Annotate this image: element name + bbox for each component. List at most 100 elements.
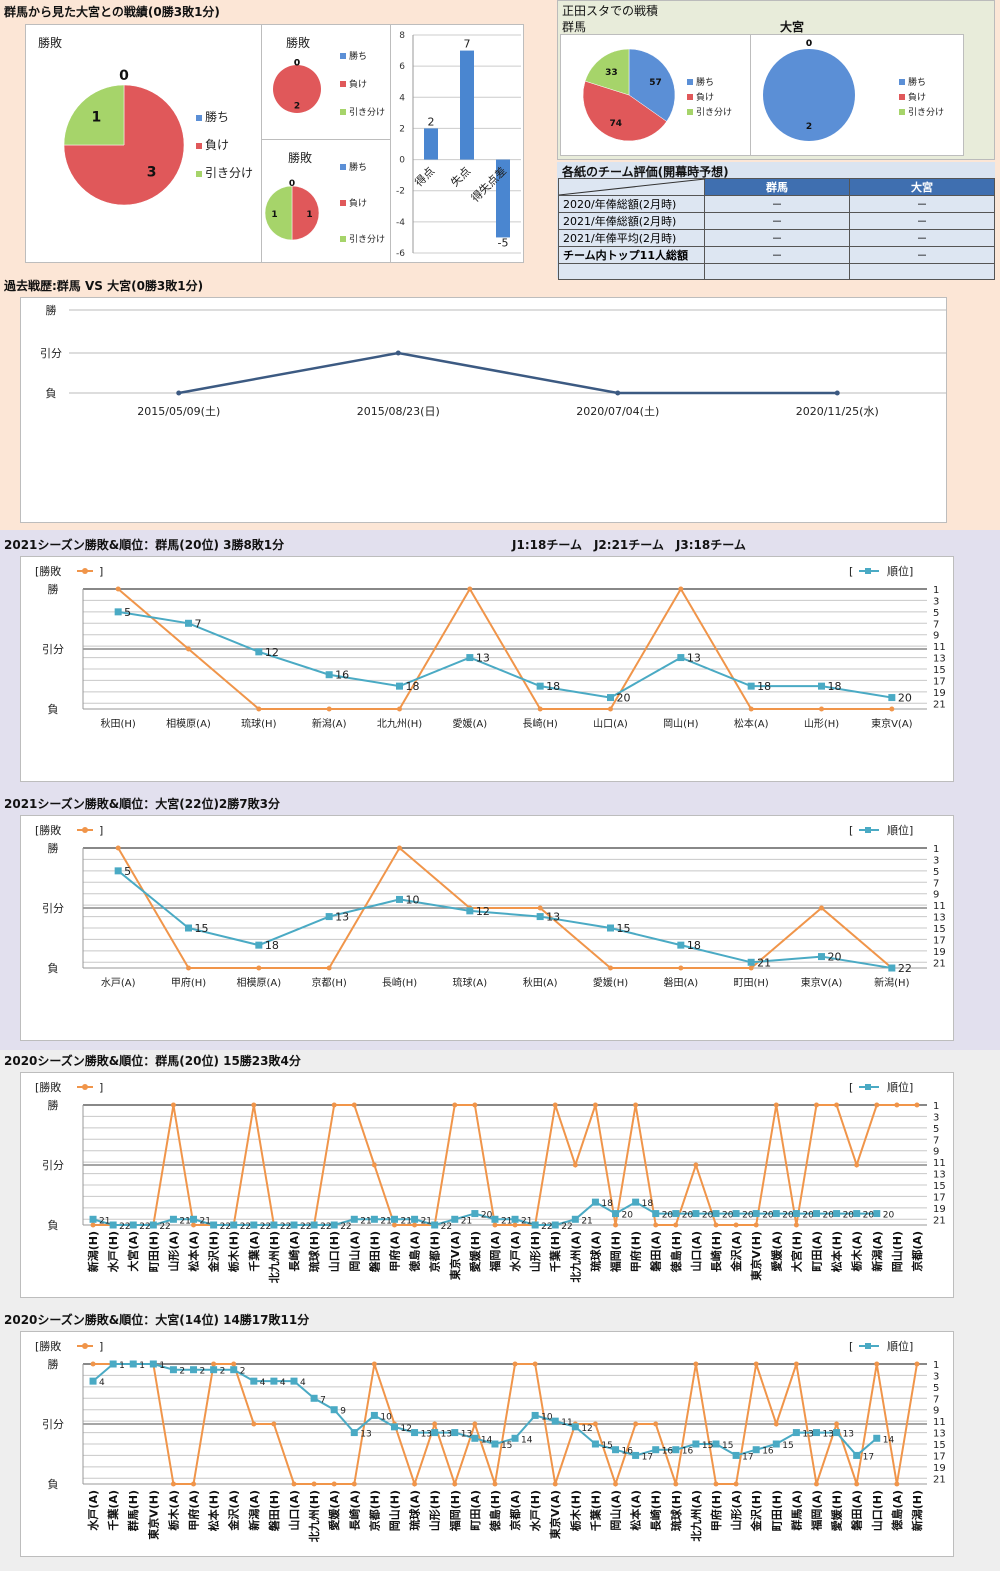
x-tick-label: 大宮(H): [789, 1231, 803, 1272]
rank-data-label: 13: [822, 1430, 833, 1440]
bar-得失点差: [496, 159, 510, 238]
x-tick-label: 町田(H): [147, 1231, 160, 1272]
result-point: [90, 1361, 96, 1367]
rank-tick-label: 3: [933, 1112, 939, 1123]
x-tick-label: 金沢(H): [207, 1231, 221, 1273]
y-label: 勝: [48, 582, 59, 596]
rank-point: [290, 1221, 298, 1229]
rank-data-label: 13: [687, 652, 701, 665]
pie-data-label: 0: [806, 39, 812, 49]
rank-point: [677, 941, 685, 949]
result-point: [467, 586, 473, 592]
x-tick-label: 栃木(A): [166, 1490, 180, 1531]
rank-data-label: 4: [280, 1378, 286, 1388]
rank-tick-label: 19: [933, 1204, 946, 1215]
cell-value: [704, 263, 850, 280]
result-point: [251, 1102, 257, 1108]
legend-result-label: [勝敗: [35, 564, 61, 578]
legend-bracket: ]: [99, 1340, 103, 1353]
legend-swatch-負け: [899, 94, 905, 100]
x-tick-label: 相模原(A): [237, 976, 282, 989]
rank-tick-label: 21: [933, 1215, 946, 1226]
rank-data-label: 22: [898, 962, 912, 975]
x-tick-label: 松本(A): [187, 1231, 201, 1272]
result-point: [773, 1421, 779, 1427]
y-tick-label: 4: [399, 93, 405, 103]
x-tick-label: 水戸(H): [528, 1490, 542, 1531]
x-tick-label: 山口(A): [287, 1490, 301, 1531]
rank-data-label: 22: [320, 1222, 331, 1232]
result-point: [512, 1222, 518, 1228]
rank-tick-label: 21: [933, 699, 946, 710]
rank-point: [591, 1198, 599, 1206]
rank-point: [325, 671, 333, 679]
rank-data-label: 20: [762, 1211, 774, 1221]
x-tick-label: 東京V(A): [801, 976, 843, 989]
rank-point: [652, 1210, 660, 1218]
rank-point: [210, 1221, 218, 1229]
rank-point: [270, 1377, 278, 1385]
x-tick-label: 北九州(H): [377, 718, 422, 730]
result-point: [834, 1102, 840, 1108]
bar-data-label: -5: [498, 236, 509, 249]
legend-label: 負け: [349, 197, 367, 209]
result-point: [552, 1481, 558, 1487]
legend-label: 引き分け: [205, 166, 253, 180]
rank-point: [607, 924, 614, 932]
legend-label: 勝ち: [205, 109, 229, 124]
x-tick-label: 磐田(H): [267, 1490, 281, 1531]
rank-data-label: 13: [421, 1430, 432, 1440]
legend-result-label: [勝敗: [35, 823, 61, 837]
rank-point: [818, 682, 825, 690]
rank-point: [712, 1440, 720, 1448]
line-chart-2021-gunma: [勝敗][順位]13579111315171921勝引分負57121618131…: [35, 564, 946, 730]
rank-point: [531, 1221, 539, 1229]
result-point: [653, 1222, 659, 1228]
rank-point: [114, 867, 122, 875]
result-point: [432, 1421, 438, 1427]
chart-box-2021-omiya: [勝敗][順位] 1 3 5 7 9 11 13 15 17 19 21 勝引分負 5 15 18 13 10 12…: [20, 815, 954, 1041]
rank-point: [255, 648, 263, 656]
rank-point: [591, 1440, 599, 1448]
x-tick-label: 栃木(H): [568, 1490, 582, 1531]
result-point: [331, 1102, 337, 1108]
rank-point: [109, 1221, 117, 1229]
rank-point: [612, 1446, 620, 1454]
rank-data-label: 18: [757, 680, 771, 693]
result-point: [819, 905, 824, 911]
rank-point: [853, 1210, 861, 1218]
pie-data-label: 0: [294, 58, 300, 68]
rank-data-label: 5: [124, 865, 131, 878]
rank-data-label: 10: [541, 1412, 553, 1422]
x-tick-label: 愛媛(H): [468, 1231, 482, 1272]
x-tick-label: 山口(H): [870, 1490, 884, 1531]
rank-tick-label: 1: [933, 1101, 939, 1112]
result-point: [693, 1162, 699, 1168]
rank-point: [250, 1221, 258, 1229]
pie-data-label: 0: [294, 58, 300, 68]
rank-point: [190, 1366, 198, 1374]
rank-data-label: 2: [240, 1367, 246, 1377]
result-point: [834, 1421, 840, 1427]
legend-bracket: ]: [99, 565, 103, 578]
y-label: 負: [48, 1219, 59, 1232]
x-tick-label: 新潟(H): [86, 1231, 100, 1272]
rank-point: [185, 924, 192, 932]
rank-point: [396, 682, 403, 690]
pie-slice-勝ち: [763, 49, 855, 141]
table-row: チーム内トップ11人総額－－: [558, 246, 995, 264]
legend-rank-marker: [865, 1084, 871, 1090]
rank-tick-label: 9: [933, 890, 939, 901]
x-tick-label: 福岡(A): [488, 1231, 502, 1273]
x-tick-label: 山口(A): [689, 1231, 703, 1272]
rank-tick-label: 15: [933, 1440, 946, 1451]
rank-data-label: 20: [802, 1211, 814, 1221]
rank-tick-label: 13: [933, 654, 946, 665]
result-point: [748, 706, 754, 712]
rank-data-label: 17: [863, 1452, 874, 1462]
legend-swatch-負け: [196, 143, 202, 149]
rank-point: [370, 1411, 378, 1419]
diagonal-line: [559, 179, 705, 195]
x-tick-label: 徳島(A): [890, 1490, 904, 1532]
y-label: 勝: [48, 1098, 59, 1112]
